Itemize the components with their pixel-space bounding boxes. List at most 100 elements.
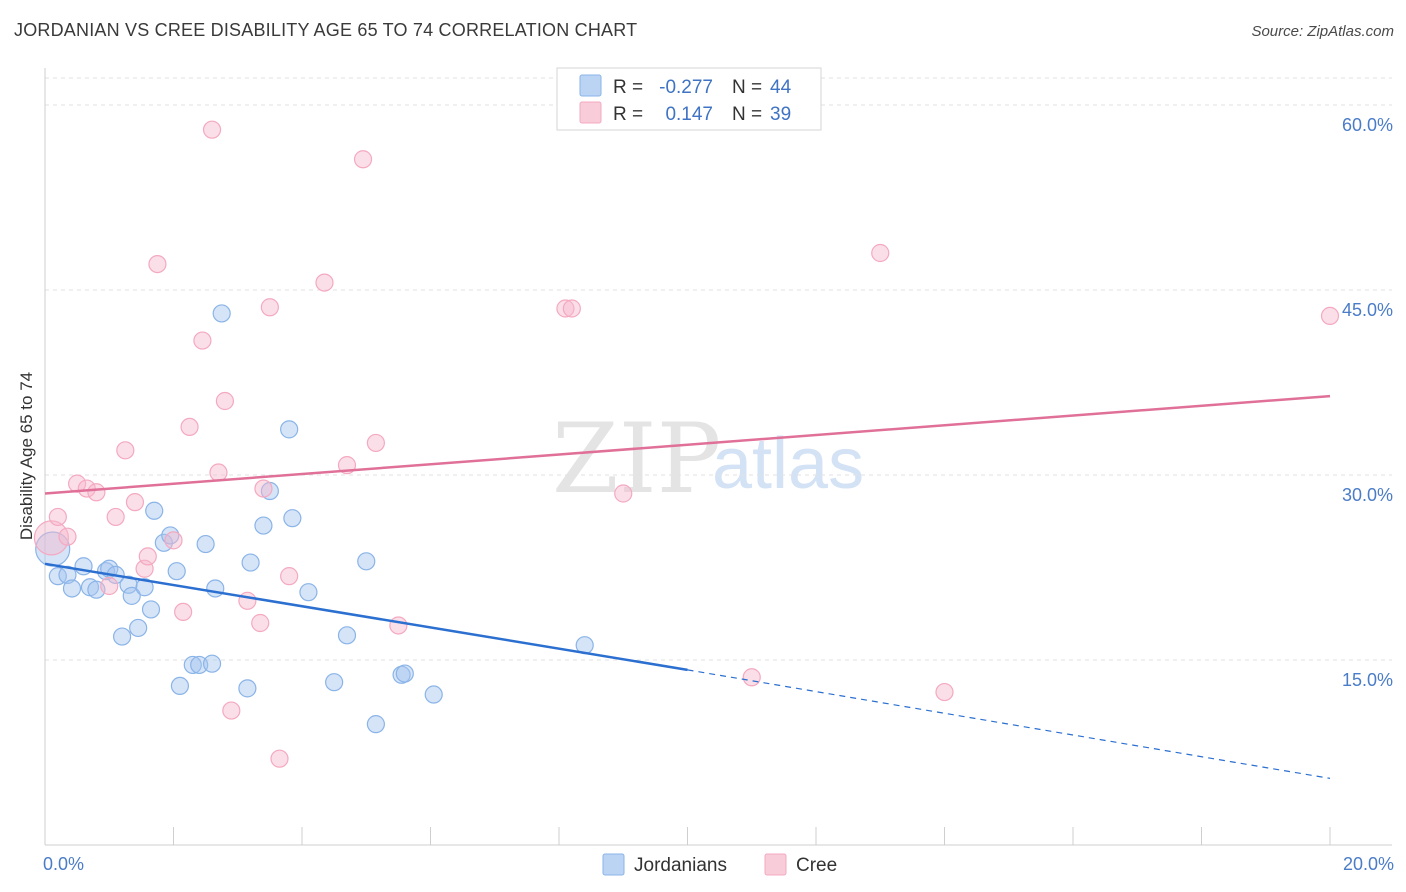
point-cree	[202, 120, 222, 139]
point-cree	[871, 243, 890, 263]
point-cree	[562, 299, 581, 318]
trend-line-jordanians	[44, 562, 688, 672]
point-cree-large	[33, 520, 70, 556]
x-tick-label-min: 0.0%	[43, 854, 84, 874]
point-jordanians	[283, 509, 302, 528]
point-cree	[48, 507, 67, 527]
data-points	[33, 120, 1340, 768]
chart-title: JORDANIAN VS CREE DISABILITY AGE 65 TO 7…	[14, 20, 638, 40]
grid-lines	[45, 77, 1392, 661]
point-cree	[742, 668, 761, 687]
point-cree	[614, 484, 633, 503]
point-cree	[238, 591, 257, 610]
legend-r-value-jordanians: -0.277	[659, 77, 713, 98]
point-cree	[222, 701, 241, 720]
point-cree	[215, 391, 234, 411]
point-jordanians	[337, 626, 357, 645]
point-jordanians	[48, 567, 67, 586]
point-jordanians	[238, 679, 257, 698]
point-jordanians	[424, 685, 443, 704]
point-jordanians	[357, 552, 376, 571]
point-jordanians	[395, 664, 414, 683]
point-jordanians	[280, 420, 299, 439]
point-cree	[100, 576, 119, 596]
point-cree	[1320, 306, 1340, 325]
point-cree	[116, 441, 135, 460]
point-cree	[164, 531, 183, 550]
point-jordanians	[62, 579, 82, 598]
axes	[44, 68, 1392, 846]
point-cree	[125, 493, 145, 512]
y-tick-label: 60.0%	[1342, 115, 1393, 135]
legend-r-value-cree: 0.147	[665, 104, 713, 125]
point-cree	[315, 273, 334, 292]
point-cree	[260, 298, 279, 317]
y-tick-label: 15.0%	[1342, 670, 1393, 690]
legend-n-value-jordanians: 44	[770, 77, 792, 98]
point-cree	[87, 483, 106, 502]
series-legend-swatch-jordanians	[602, 853, 625, 876]
point-jordanians	[190, 655, 209, 675]
point-cree	[353, 150, 373, 169]
watermark-zip: ZIP	[552, 403, 721, 515]
point-cree	[148, 255, 167, 274]
legend-r-label-jordanians: R =	[613, 77, 643, 98]
point-jordanians	[112, 627, 132, 646]
series-legend-label-cree: Cree	[796, 855, 837, 876]
x-axis-ticks	[44, 827, 1331, 845]
trend-line-cree	[44, 394, 1331, 495]
y-tick-label: 30.0%	[1342, 485, 1393, 505]
y-axis-title: Disability Age 65 to 74	[17, 372, 36, 540]
point-jordanians	[129, 618, 148, 638]
series-legend-label-jordanians: Jordanians	[634, 855, 727, 876]
point-jordanians	[161, 526, 180, 545]
point-jordanians	[196, 534, 215, 554]
legend-r-label-cree: R =	[613, 104, 643, 125]
point-jordanians	[170, 676, 190, 696]
point-jordanians	[299, 583, 318, 602]
legend-n-value-cree: 39	[770, 104, 791, 125]
point-cree	[193, 331, 212, 350]
point-cree	[138, 547, 157, 566]
point-cree	[58, 527, 77, 546]
legend-n-label-cree: N =	[732, 104, 762, 125]
point-cree	[366, 433, 385, 453]
trend-lines	[44, 394, 1331, 779]
legend-swatch-jordanians	[579, 74, 602, 97]
point-cree	[106, 507, 125, 527]
point-cree	[180, 417, 199, 436]
source-credit: Source: ZipAtlas.com	[1251, 23, 1394, 40]
point-jordanians	[135, 578, 154, 597]
point-cree	[389, 616, 408, 635]
point-cree	[209, 463, 228, 482]
point-cree	[174, 602, 193, 622]
point-jordanians	[167, 562, 186, 581]
legend-swatch-cree	[579, 101, 602, 124]
point-cree	[935, 682, 954, 702]
series-legend: Jordanians Cree	[602, 853, 837, 876]
y-tick-label: 45.0%	[1342, 300, 1393, 320]
legend-n-label-jordanians: N =	[732, 77, 762, 98]
point-jordanians	[241, 553, 260, 572]
series-legend-swatch-cree	[764, 853, 787, 876]
point-jordanians	[141, 600, 161, 619]
point-jordanians	[206, 579, 225, 598]
point-cree	[280, 567, 299, 586]
point-cree	[556, 299, 575, 318]
point-jordanians	[202, 654, 222, 673]
y-axis-tick-labels: 15.0% 30.0% 45.0% 60.0%	[1342, 115, 1393, 690]
point-jordanians	[254, 516, 273, 535]
point-jordanians	[122, 586, 141, 605]
point-cree	[270, 749, 289, 768]
point-cree	[254, 479, 273, 498]
trend-line-jordanians-extension	[687, 669, 1331, 779]
point-jordanians	[145, 501, 164, 520]
point-jordanians	[366, 715, 385, 734]
point-jordanians	[325, 673, 344, 692]
x-tick-label-max: 20.0%	[1343, 854, 1394, 874]
point-jordanians	[183, 655, 202, 675]
point-cree	[251, 613, 270, 633]
point-jordanians	[212, 304, 231, 323]
correlation-legend: R = -0.277 N = 44 R = 0.147 N = 39	[556, 67, 822, 131]
